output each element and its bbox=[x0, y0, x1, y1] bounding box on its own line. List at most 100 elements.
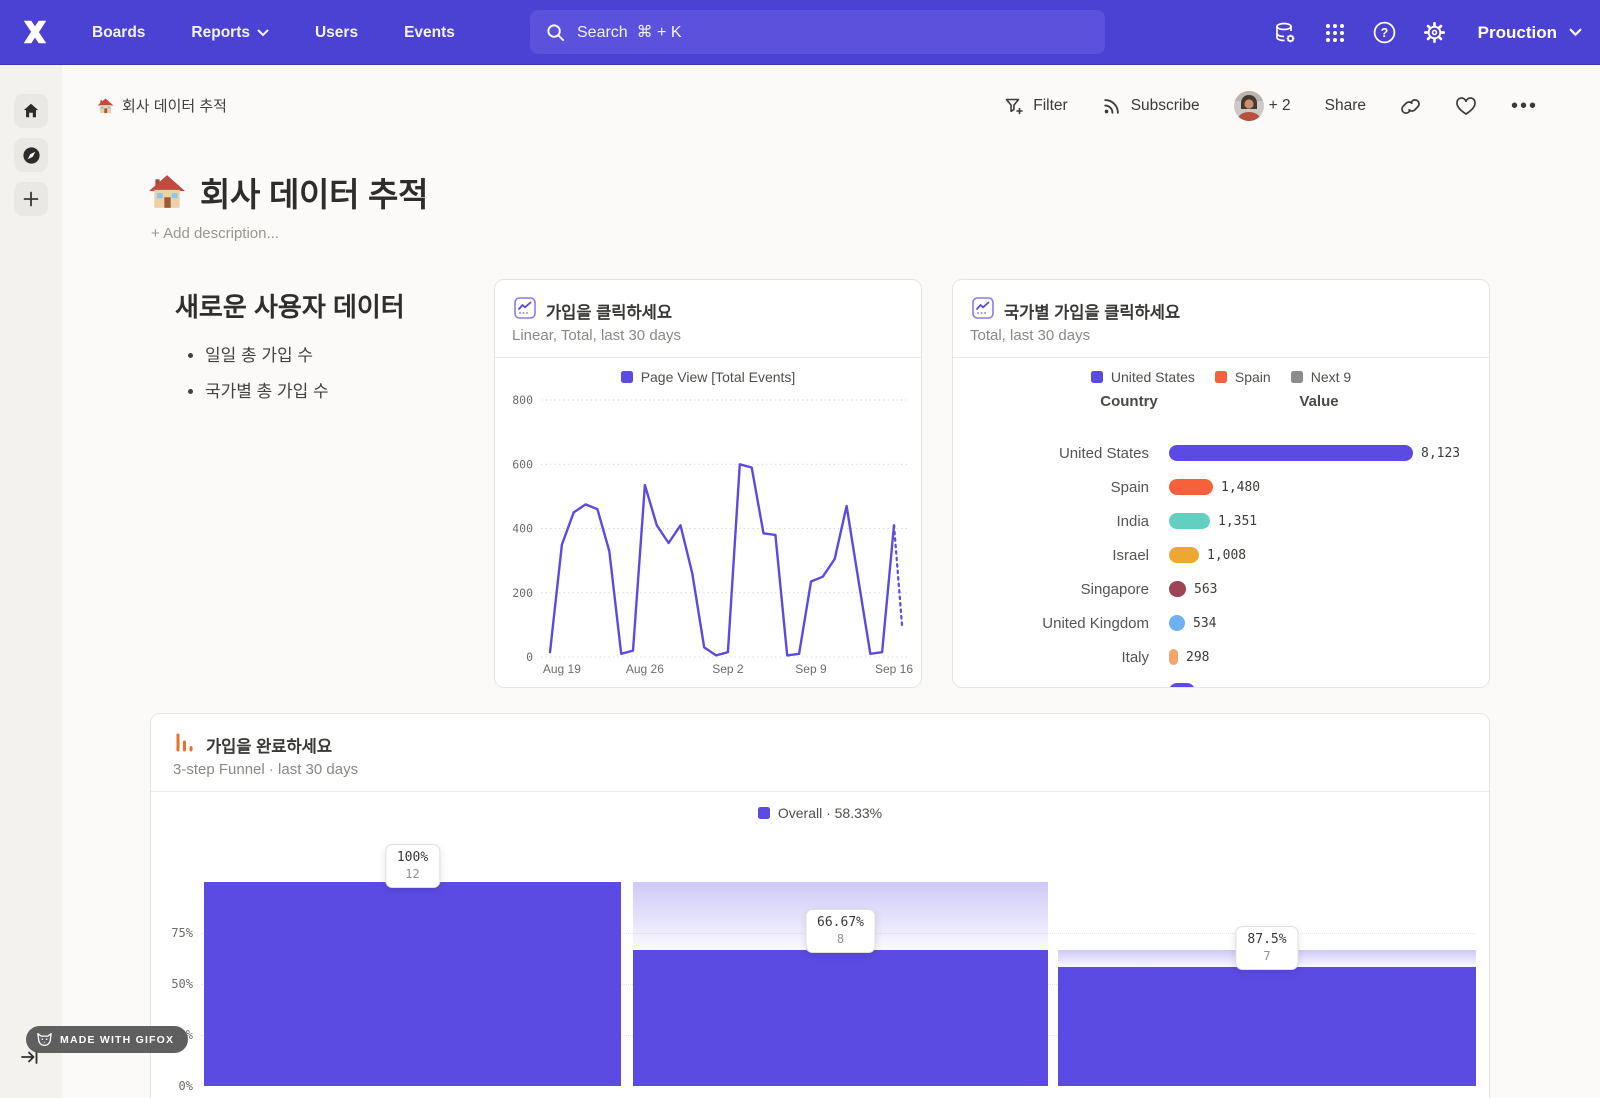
chevron-down-icon bbox=[257, 29, 269, 36]
card-title[interactable]: 가입을 클릭하세요 bbox=[546, 304, 673, 322]
country-row[interactable]: Spain 1,480 bbox=[969, 470, 1489, 504]
country-bar[interactable] bbox=[1169, 615, 1185, 631]
funnel-step-tooltip: 87.5% 7 bbox=[1235, 926, 1299, 970]
svg-text:800: 800 bbox=[512, 393, 533, 407]
country-bar[interactable] bbox=[1169, 547, 1199, 563]
legend-item[interactable]: Page View [Total Events] bbox=[620, 369, 795, 385]
more-options-button[interactable]: ••• bbox=[1510, 95, 1538, 117]
plus-icon bbox=[23, 191, 39, 207]
divider bbox=[953, 357, 1489, 358]
funnel-card[interactable]: 가입을 완료하세요 3-step Funnel · last 30 days O… bbox=[150, 713, 1490, 1098]
nav-item-boards[interactable]: Boards bbox=[92, 23, 146, 41]
country-row[interactable]: United States 8,123 bbox=[969, 436, 1489, 470]
add-board-button[interactable] bbox=[14, 182, 48, 216]
country-row[interactable]: India 1,351 bbox=[969, 504, 1489, 538]
country-row[interactable] bbox=[969, 674, 1489, 687]
card-title[interactable]: 국가별 가입을 클릭하세요 bbox=[1004, 304, 1181, 322]
insights-report-icon bbox=[972, 297, 994, 319]
legend-marker bbox=[620, 371, 633, 383]
nav-item-events[interactable]: Events bbox=[404, 23, 455, 41]
country-label: Italy bbox=[1121, 648, 1149, 666]
rss-icon bbox=[1103, 99, 1119, 114]
funnel-step-tooltip: 66.67% 8 bbox=[805, 908, 876, 953]
subscribe-button[interactable]: Subscribe bbox=[1102, 96, 1200, 116]
funnel-bar-step-2[interactable] bbox=[633, 949, 1048, 1086]
legend-item[interactable]: Next 9 bbox=[1290, 369, 1351, 385]
svg-text:Sep 16: Sep 16 bbox=[875, 662, 913, 676]
country-row[interactable]: Italy 298 bbox=[969, 640, 1489, 674]
country-bar[interactable] bbox=[1169, 649, 1178, 665]
share-button[interactable]: Share bbox=[1325, 97, 1366, 115]
country-row[interactable]: Singapore 563 bbox=[969, 572, 1489, 606]
line-chart-plot[interactable]: 0 200 400 600 800 Aug 19 Aug 26 Sep 2 Sep 9 Sep 1… bbox=[495, 280, 922, 688]
left-sidebar bbox=[0, 65, 62, 1098]
help-icon[interactable]: ? bbox=[1372, 20, 1398, 46]
home-button[interactable] bbox=[14, 94, 48, 128]
legend-item[interactable]: United States bbox=[1090, 369, 1195, 385]
subscribe-label: Subscribe bbox=[1130, 97, 1200, 114]
gifox-badge: MADE WITH GIFOX bbox=[26, 1026, 189, 1053]
fox-icon bbox=[37, 1033, 52, 1046]
country-value: 1,351 bbox=[1218, 513, 1258, 529]
chart-legend: Overall · 58.33% bbox=[151, 805, 1489, 821]
breadcrumb[interactable]: 회사 데이터 추적 bbox=[97, 95, 227, 116]
line-chart-card[interactable]: 가입을 클릭하세요 Linear, Total, last 30 days Pa… bbox=[494, 279, 922, 688]
page-title[interactable]: 회사 데이터 추적 bbox=[148, 168, 428, 216]
text-widget-bullet: 일일 총 가입 수 bbox=[205, 341, 329, 366]
country-bar-card[interactable]: 국가별 가입을 클릭하세요 Total, last 30 days United… bbox=[952, 279, 1490, 688]
project-selector[interactable]: Prouction bbox=[1478, 23, 1582, 43]
breadcrumb-label: 회사 데이터 추적 bbox=[122, 98, 227, 115]
card-subtitle: 3-step Funnel · last 30 days bbox=[173, 761, 359, 778]
country-bar[interactable] bbox=[1169, 479, 1213, 495]
apps-grid-icon[interactable] bbox=[1322, 20, 1348, 46]
data-management-icon[interactable] bbox=[1272, 20, 1298, 46]
settings-gear-icon[interactable] bbox=[1422, 20, 1448, 46]
country-row[interactable]: Israel 1,008 bbox=[969, 538, 1489, 572]
card-title[interactable]: 가입을 완료하세요 bbox=[206, 738, 333, 756]
country-value: 1,008 bbox=[1207, 547, 1247, 563]
svg-text:Aug 19: Aug 19 bbox=[543, 662, 581, 676]
country-bar[interactable] bbox=[1169, 683, 1195, 687]
text-widget-heading: 새로운 사용자 데이터 bbox=[175, 292, 405, 322]
explore-button[interactable] bbox=[14, 138, 48, 172]
search-input[interactable]: Search ⌘ + K bbox=[530, 10, 1105, 54]
column-header-value: Value bbox=[1299, 393, 1339, 410]
divider bbox=[495, 357, 921, 358]
copy-link-button[interactable] bbox=[1400, 96, 1421, 117]
mixpanel-logo-icon[interactable] bbox=[20, 17, 50, 47]
gifox-badge-label: MADE WITH GIFOX bbox=[60, 1033, 175, 1046]
collapse-sidebar-icon[interactable] bbox=[20, 1048, 40, 1071]
navbar-right: ? Prouction bbox=[1272, 0, 1582, 65]
svg-text:Sep 2: Sep 2 bbox=[712, 662, 744, 676]
insights-report-icon bbox=[514, 297, 536, 319]
country-value: 1,480 bbox=[1221, 479, 1261, 495]
funnel-bar-step-3[interactable] bbox=[1058, 967, 1476, 1086]
country-row[interactable]: United Kingdom 534 bbox=[969, 606, 1489, 640]
funnel-step-percent: 87.5% bbox=[1247, 932, 1287, 947]
add-description-button[interactable]: + Add description... bbox=[151, 225, 279, 242]
board-actions: Filter Subscribe + 2 Sha bbox=[1004, 91, 1538, 121]
avatar-more-count: + 2 bbox=[1268, 97, 1291, 114]
funnel-step-count: 7 bbox=[1263, 949, 1271, 963]
country-label: United Kingdom bbox=[1042, 614, 1149, 632]
board-members[interactable]: + 2 bbox=[1233, 91, 1291, 121]
favorite-button[interactable] bbox=[1455, 96, 1477, 116]
link-icon bbox=[1401, 98, 1420, 114]
nav-item-reports[interactable]: Reports bbox=[191, 24, 269, 42]
nav-item-users[interactable]: Users bbox=[314, 23, 359, 41]
chart-legend: Page View [Total Events] bbox=[495, 369, 921, 385]
house-emoji-icon bbox=[149, 175, 185, 208]
svg-text:400: 400 bbox=[512, 522, 533, 536]
search-icon bbox=[547, 23, 565, 41]
legend-item[interactable]: Overall · 58.33% bbox=[757, 805, 882, 821]
filter-button[interactable]: Filter bbox=[1004, 96, 1068, 116]
legend-item[interactable]: Spain bbox=[1214, 369, 1271, 385]
country-bar[interactable] bbox=[1169, 445, 1413, 461]
country-bar[interactable] bbox=[1169, 581, 1186, 597]
funnel-y-axis-label: 50% bbox=[171, 977, 193, 991]
filter-label: Filter bbox=[1033, 97, 1068, 114]
country-bar[interactable] bbox=[1169, 513, 1210, 529]
funnel-bar-step-1[interactable] bbox=[204, 882, 621, 1086]
svg-text:600: 600 bbox=[512, 457, 533, 471]
